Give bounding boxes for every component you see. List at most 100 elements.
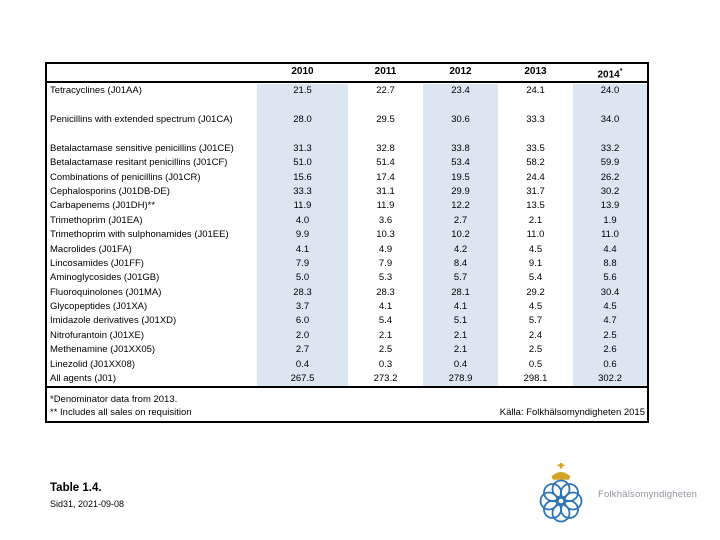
table-row: Macrolides (J01FA) 4.1 4.9 4.2 4.5 4.4 — [47, 242, 647, 257]
table-row: Cephalosporins (J01DB-DE) 33.3 31.1 29.9 31.… — [47, 184, 647, 200]
cell-value: 15.6 — [257, 170, 348, 185]
spacer-row — [47, 98, 647, 113]
cell-value: 21.5 — [257, 84, 348, 99]
row-label — [47, 98, 257, 113]
cell-value: 13.5 — [526, 200, 545, 212]
table-row: Imidazole derivatives (J01XD) 6.0 5.4 5.1 5.… — [47, 314, 647, 329]
cell-value: 13.9 — [573, 199, 647, 214]
row-label: Tetracyclines (J01AA) — [50, 85, 142, 96]
cell-value: 5.7 — [423, 271, 498, 286]
year-column-header: 2012 — [449, 66, 472, 77]
table-row: Trimethoprim (J01EA) 4.0 3.6 2.7 2.1 1.9 — [47, 213, 647, 229]
source-citation: Källa: Folkhälsomyndigheten 2015 — [499, 407, 645, 419]
cell-value — [348, 98, 423, 113]
cell-value: 0.4 — [423, 357, 498, 373]
year-header-row: 2010 2011 2012 2013 2014* — [47, 64, 647, 83]
cell-value: 29.5 — [376, 113, 395, 125]
cell-value — [498, 98, 573, 113]
cell-value: 30.2 — [573, 184, 647, 200]
table-row: All agents (J01) 267.5 273.2 278.9 298.1 302.… — [47, 372, 647, 387]
cell-value: 2.1 — [423, 328, 498, 344]
cell-value — [348, 127, 423, 142]
cell-value: 17.4 — [376, 171, 395, 183]
cell-value — [498, 127, 573, 142]
cell-value: 2.7 — [423, 213, 498, 229]
cell-value: 278.9 — [423, 372, 498, 387]
cell-value: 3.6 — [378, 214, 393, 226]
cell-value: 5.3 — [378, 272, 393, 284]
table-row: Penicillins with extended spectrum (J01C… — [47, 112, 647, 128]
cell-value: 5.0 — [257, 271, 348, 286]
cell-value: 0.4 — [257, 357, 348, 373]
row-label: Betalactamase resitant penicillins (J01C… — [50, 157, 228, 169]
cell-value: 6.0 — [257, 314, 348, 329]
cell-value — [423, 98, 498, 113]
cell-value: 4.5 — [573, 300, 647, 315]
cell-value: 9.1 — [528, 257, 543, 269]
cell-value: 7.9 — [378, 257, 393, 269]
cell-value: 2.1 — [378, 329, 393, 341]
agency-logo: Folkhälsomyndigheten — [531, 463, 697, 525]
cell-value: 31.7 — [526, 185, 545, 197]
cell-value: 22.7 — [376, 85, 395, 96]
cell-value: 34.0 — [573, 112, 647, 128]
cell-value: 7.9 — [257, 256, 348, 272]
cell-value: 1.9 — [573, 213, 647, 229]
cell-value: 29.2 — [526, 286, 545, 298]
cell-value: 3.7 — [257, 300, 348, 315]
cell-value: 24.4 — [526, 171, 545, 183]
row-label: Penicillins with extended spectrum (J01C… — [50, 113, 233, 125]
table-row: Betalactamase resitant penicillins (J01C… — [47, 156, 647, 171]
cell-value — [573, 127, 647, 142]
cell-value: 4.4 — [573, 242, 647, 257]
agency-emblem-icon — [539, 463, 583, 523]
row-label: Betalactamase sensitive penicillins (J01… — [50, 142, 234, 154]
table-row: Fluoroquinolones (J01MA) 28.3 28.3 28.1 29.2… — [47, 285, 647, 301]
cell-value: 4.9 — [378, 243, 393, 255]
cell-value — [257, 127, 348, 142]
cell-value: 10.3 — [376, 229, 395, 241]
cell-value: 5.7 — [528, 315, 543, 327]
cell-value: 33.2 — [573, 141, 647, 157]
cell-value: 4.5 — [528, 301, 543, 313]
row-label: Linezolid (J01XX08) — [50, 358, 136, 370]
cell-value: 2.0 — [257, 328, 348, 344]
cell-value: 24.0 — [573, 84, 647, 99]
table-row: Methenamine (J01XX05) 2.7 2.5 2.1 2.5 2.6 — [47, 343, 647, 358]
cell-value: 28.3 — [257, 285, 348, 301]
cell-value: 31.1 — [376, 185, 395, 197]
cell-value: 33.5 — [526, 142, 545, 154]
table-row: Nitrofurantoin (J01XE) 2.0 2.1 2.1 2.4 2.5 — [47, 328, 647, 344]
cell-value: 298.1 — [523, 373, 548, 385]
antibiotics-sales-table: 2010 2011 2012 2013 2014* Tetracyclines (J01… — [45, 62, 649, 423]
cell-value: 30.6 — [423, 112, 498, 128]
row-label: Nitrofurantoin (J01XE) — [50, 329, 144, 341]
cell-value: 4.5 — [528, 243, 543, 255]
year-column-header: 2014* — [597, 68, 623, 81]
table-row: Tetracyclines (J01AA) 21.5 22.7 23.4 24.1 24.… — [47, 84, 647, 99]
cell-value: 23.4 — [423, 84, 498, 99]
table-bottom-rule — [47, 386, 647, 389]
cell-value: 11.0 — [573, 228, 647, 243]
table-row: Aminoglycosides (J01GB) 5.0 5.3 5.7 5.4 5.6 — [47, 271, 647, 286]
cell-value: 12.2 — [423, 199, 498, 214]
cell-value: 59.9 — [573, 156, 647, 171]
cell-value — [257, 98, 348, 113]
cell-value: 33.3 — [526, 113, 545, 125]
cell-value: 11.9 — [376, 200, 395, 212]
cell-value: 10.2 — [423, 228, 498, 243]
table-row: Linezolid (J01XX08) 0.4 0.3 0.4 0.5 0.6 — [47, 357, 647, 373]
cell-value: 2.4 — [528, 329, 543, 341]
cell-value: 4.1 — [423, 300, 498, 315]
row-label: Combinations of penicillins (J01CR) — [50, 171, 201, 183]
cell-value: 0.6 — [573, 357, 647, 373]
cell-value: 11.0 — [526, 229, 545, 241]
year-column-header: 2013 — [524, 66, 547, 77]
cell-value: 302.2 — [573, 372, 647, 387]
cell-value: 5.1 — [423, 314, 498, 329]
cell-value — [573, 98, 647, 113]
table-body: Tetracyclines (J01AA) 21.5 22.7 23.4 24.1 24.… — [47, 83, 647, 387]
spacer-row — [47, 127, 647, 142]
cell-value: 2.7 — [257, 343, 348, 358]
